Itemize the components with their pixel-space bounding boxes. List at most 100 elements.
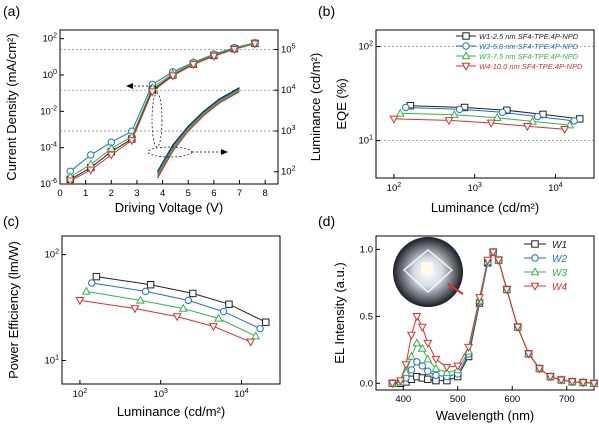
panel-c-point-W1-4 (262, 318, 270, 326)
panel-c-xtick-label-2: 104 (234, 388, 249, 400)
panel-c-point-W2-4 (256, 324, 264, 333)
panel-a-point-W4-2 (106, 151, 116, 160)
panel-b-xlabel: Luminance (cd/m²) (431, 200, 539, 215)
panel-d-point-W3-2 (401, 367, 411, 376)
panel-d-ylabel: EL Intensity (a.u.) (332, 262, 347, 363)
panel-b-legend-label-2: W3-7.5 nm SF4-TPE:4P-NPD (479, 52, 579, 61)
panel-a-ytick-label-3: 100 (43, 69, 58, 81)
panel-c-xlabel: Luminance (cd/m²) (117, 404, 225, 419)
panel-d-legend-label-0: W1 (552, 240, 567, 251)
panel-a-y2tick-label-2: 104 (281, 84, 296, 96)
panel-d-point-W4-14 (494, 256, 504, 265)
panel-c-ytick-label-1: 102 (45, 249, 60, 261)
panel-d-point-W4-1 (396, 377, 405, 386)
panel-b-legend-label-1: W2-5.0 nm SF4-TPE:4P-NPD (479, 42, 579, 51)
panel-c-point-W1-2 (189, 289, 197, 298)
panel-b-legend-label-3: W4-10.0 nm SF4-TPE:4P-NPD (479, 62, 583, 71)
panel-b-point-1-1 (455, 105, 464, 114)
panel-c-point-W2-2 (184, 296, 193, 305)
panel-b-point-3-1 (444, 117, 454, 126)
panel-b-xtick-label-1: 103 (467, 182, 482, 194)
panel-a-point-W4-5 (168, 72, 178, 81)
panel-c-point-W2-3 (219, 307, 228, 316)
panel-c-point-W3-3 (214, 313, 223, 322)
panel-b-point-3-2 (486, 119, 496, 128)
panel-a-xtick-label-4: 4 (160, 188, 165, 199)
panel-b-label: (b) (318, 3, 335, 19)
panel-d-ytick-label-1: 0.5 (360, 311, 373, 322)
panel-d-legend-marker-3 (530, 282, 540, 291)
panel-c-point-W4-1 (130, 305, 140, 314)
panel-d-point-W4-21 (567, 378, 577, 387)
panel-a-label: (a) (3, 3, 20, 19)
panel-d-point-W4-0 (387, 380, 397, 389)
panel-d-point-W4-7 (431, 355, 441, 365)
panel-a-lum-arrowhead (221, 149, 228, 155)
panel-a-plot-frame (59, 29, 279, 185)
panel-d-ytick-label-2: 1.0 (360, 244, 373, 255)
panel-c-point-W2-1 (141, 287, 150, 296)
panel-d-point-W4-12 (483, 256, 493, 265)
panel-d-chart: Wavelength (nm) EL Intensity (a.u.) W1 W2… (332, 235, 599, 423)
panel-c-point-W3-0 (81, 286, 91, 295)
panel-c-point-W4-4 (246, 338, 256, 347)
panel-d-point-W4-10 (464, 343, 474, 352)
panel-a-xtick-label-8: 8 (263, 188, 268, 199)
panel-d-legend-label-3: W4 (552, 282, 567, 293)
panel-b-ylabel: EQE (%) (334, 78, 349, 129)
panel-a-ticks: 0 1 2 3 4 5 6 7 8 10-6 10-4 10-2 100 102 102 103 104 105 (40, 33, 295, 199)
panel-b-xtick-label-2: 104 (548, 182, 563, 194)
panel-b-ytick-label-1: 102 (359, 41, 374, 53)
panel-c-point-W3-1 (135, 295, 145, 304)
device-photo-substrate (402, 249, 454, 294)
panel-d-point-W1-6 (424, 375, 432, 383)
panel-a-luminance-W3 (156, 89, 240, 177)
panel-d-point-W2-6 (424, 367, 432, 375)
panel-b-point-1-2 (498, 108, 507, 116)
panel-a-point-W4-8 (229, 45, 239, 55)
panel-a-xtick-label-6: 6 (211, 188, 216, 199)
panel-c-point-W4-2 (172, 313, 182, 322)
panel-b-line-3 (393, 118, 565, 130)
panel-d-point-W3-5 (417, 343, 427, 352)
panel-a-line-W1 (70, 42, 256, 180)
panel-d-point-W3-7 (431, 363, 441, 372)
panel-c-line-W1 (96, 276, 267, 323)
panel-c-point-W1-0 (92, 272, 101, 281)
panel-d-legend-label-2: W3 (552, 268, 567, 279)
panel-c-point-W4-3 (209, 323, 218, 332)
panel-d-ticks: 400 500 600 700 0.0 0.5 1.0 (360, 244, 575, 405)
panel-b-point-2-0 (395, 108, 405, 117)
panel-b-point-3-3 (523, 122, 532, 132)
panel-b-point-1-4 (570, 117, 578, 125)
panel-a-y2tick-label-1: 103 (281, 125, 296, 137)
panel-a-reference-lines (60, 49, 278, 132)
panel-a-series (65, 38, 260, 186)
panel-a-luminance-curves (156, 87, 240, 179)
panel-a-point-W3-2 (106, 143, 116, 152)
panel-a-point-W4-0 (65, 177, 75, 186)
panel-d-legend-marker-1 (531, 254, 539, 262)
panel-c-ytick-label-0: 101 (45, 355, 60, 367)
panel-b-legend-marker-1 (462, 42, 470, 50)
panel-a-y2tick-label-0: 102 (281, 166, 296, 178)
panel-c-point-W1-3 (225, 300, 233, 308)
panel-b-legend-marker-2 (461, 51, 471, 60)
panel-d-point-W4-4 (412, 313, 422, 322)
panel-b-legend-marker-3 (461, 62, 471, 71)
device-photo (393, 237, 464, 307)
panel-d-point-W4-16 (513, 323, 523, 332)
panel-a-ytick-label-2: 10-2 (40, 105, 57, 117)
panel-a-point-W4-6 (188, 61, 198, 70)
panel-b-ytick-label-0: 101 (359, 135, 374, 147)
panel-a-point-W4-4 (147, 88, 157, 97)
panel-c-point-W1-1 (146, 281, 155, 289)
panel-d-point-W4-9 (453, 362, 463, 371)
panel-d-legend-label-1: W2 (552, 254, 567, 265)
panel-b-point-2-1 (449, 109, 459, 119)
device-photo-pixel (421, 262, 433, 274)
panel-a-ytick-label-4: 102 (43, 33, 58, 45)
panel-c-point-W2-0 (88, 279, 96, 287)
panel-b-legend-marker-0 (462, 32, 470, 40)
panel-c-point-W3-4 (251, 331, 261, 340)
